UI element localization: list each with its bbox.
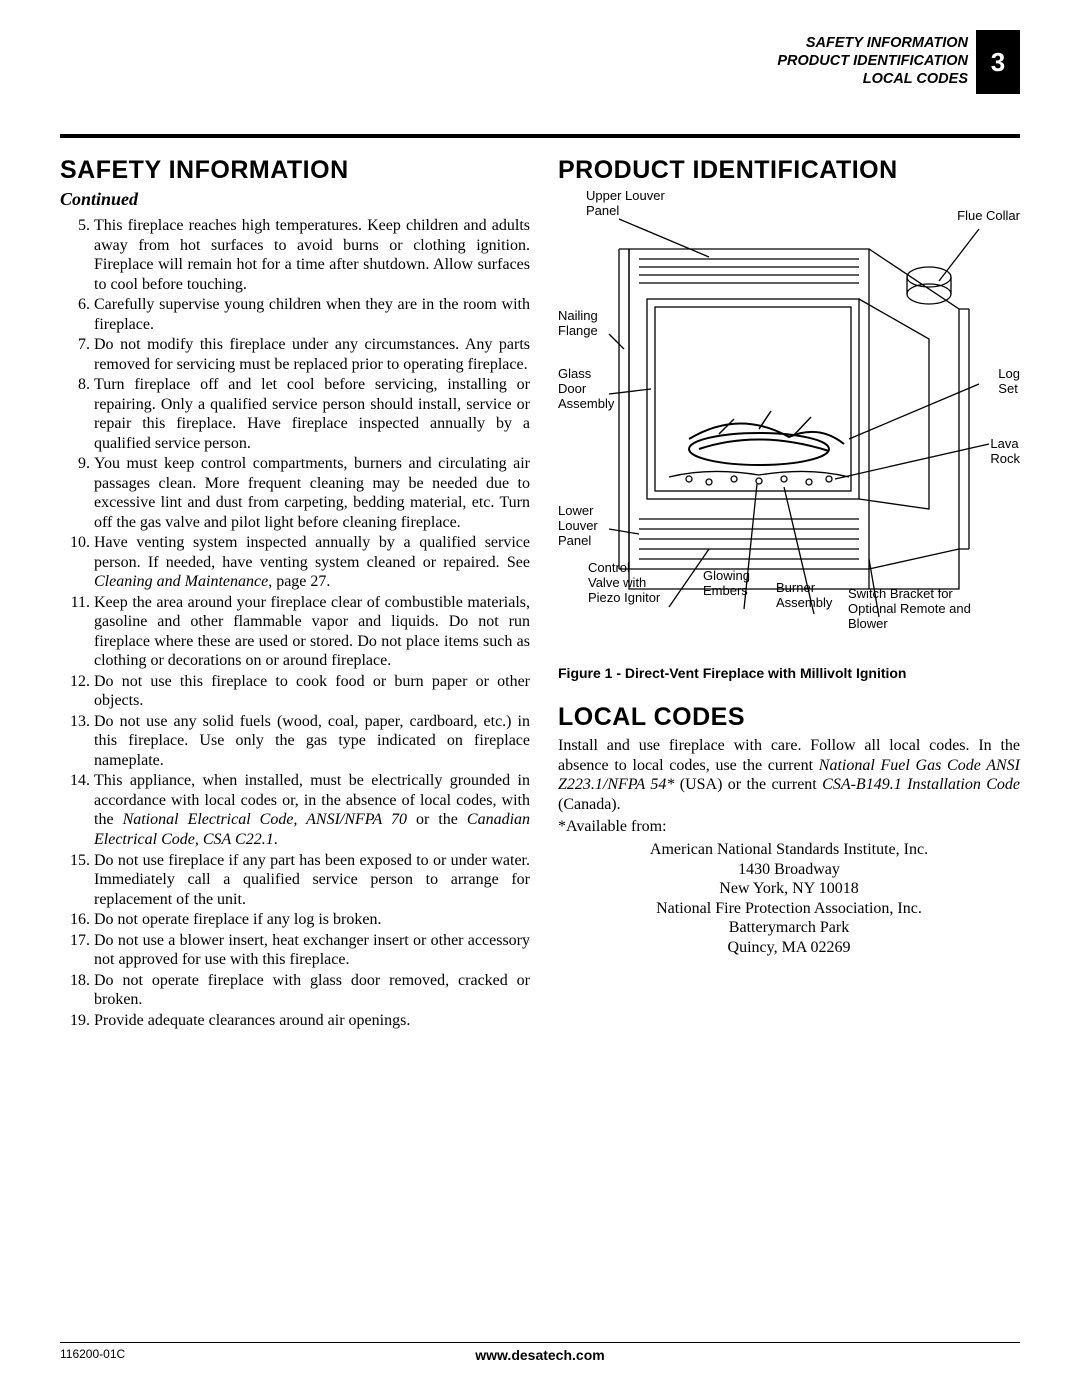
address-line: National Fire Protection Association, In… (558, 899, 1020, 919)
safety-item: Do not use a blower insert, heat exchang… (60, 931, 530, 970)
safety-item: Carefully supervise young children when … (60, 295, 530, 334)
safety-item: Do not use any solid fuels (wood, coal, … (60, 712, 530, 771)
product-id-heading: PRODUCT IDENTIFICATION (558, 156, 1020, 185)
address-block: American National Standards Institute, I… (558, 840, 1020, 957)
label-glowing-embers: Glowing Embers (703, 569, 750, 599)
text: Have venting system inspected annually b… (94, 534, 530, 571)
doc-number: 116200-01C (60, 1347, 125, 1361)
figure-caption: Figure 1 - Direct-Vent Fireplace with Mi… (558, 665, 1020, 681)
text-italic: Cleaning and Maintenance (94, 573, 268, 590)
address-line: Batterymarch Park (558, 918, 1020, 938)
text-italic: National Electrical Code, ANSI/NFPA 70 (123, 811, 407, 828)
right-column: PRODUCT IDENTIFICATION (558, 156, 1020, 1031)
address-line: American National Standards Institute, I… (558, 840, 1020, 860)
available-from: *Available from: (558, 818, 1020, 836)
safety-item: Keep the area around your fireplace clea… (60, 593, 530, 671)
local-codes-body: Install and use fireplace with care. Fol… (558, 736, 1020, 814)
text: or the (407, 811, 467, 828)
address-line: 1430 Broadway (558, 860, 1020, 880)
left-column: SAFETY INFORMATION Continued This firepl… (60, 156, 530, 1031)
safety-list: This fireplace reaches high temperatures… (60, 216, 530, 1030)
address-line: Quincy, MA 02269 (558, 938, 1020, 958)
label-log-set: Log Set (998, 367, 1020, 397)
local-codes-heading: LOCAL CODES (558, 703, 1020, 732)
text: . (274, 831, 278, 848)
text-italic: CSA-B149.1 Installation Code (822, 776, 1020, 793)
safety-item: Do not modify this fireplace under any c… (60, 335, 530, 374)
text: (Canada). (558, 796, 621, 813)
safety-item: Do not operate fireplace with glass door… (60, 971, 530, 1010)
safety-item: This appliance, when installed, must be … (60, 771, 530, 849)
safety-item: Do not use this fireplace to cook food o… (60, 672, 530, 711)
safety-item: Have venting system inspected annually b… (60, 533, 530, 592)
header-section-labels: SAFETY INFORMATION PRODUCT IDENTIFICATIO… (777, 30, 976, 88)
safety-item: Turn fireplace off and let cool before s… (60, 375, 530, 453)
label-lower-louver: Lower Louver Panel (558, 504, 598, 549)
page-footer: 116200-01C www.desatech.com (60, 1342, 1020, 1363)
label-burner: Burner Assembly (776, 581, 832, 611)
label-flue-collar: Flue Collar (957, 209, 1020, 224)
safety-item: Do not use fireplace if any part has bee… (60, 851, 530, 910)
safety-heading: SAFETY INFORMATION (60, 156, 530, 185)
label-switch-bracket: Switch Bracket for Optional Remote and B… (848, 587, 971, 632)
label-lava-rock: Lava Rock (990, 437, 1020, 467)
text: (USA) or the current (674, 776, 822, 793)
safety-item: Do not operate fireplace if any log is b… (60, 910, 530, 930)
content-columns: SAFETY INFORMATION Continued This firepl… (60, 156, 1020, 1031)
safety-item: This fireplace reaches high temperatures… (60, 216, 530, 294)
header-line: SAFETY INFORMATION (777, 34, 968, 52)
fireplace-diagram: Upper Louver Panel Flue Collar Nailing F… (558, 189, 1020, 659)
label-glass-door: Glass Door Assembly (558, 367, 614, 412)
header-line: LOCAL CODES (777, 70, 968, 88)
safety-item: Provide adequate clearances around air o… (60, 1011, 530, 1031)
horizontal-rule (60, 134, 1020, 138)
label-upper-louver: Upper Louver Panel (586, 189, 665, 219)
safety-item: You must keep control compartments, burn… (60, 454, 530, 532)
footer-url: www.desatech.com (475, 1347, 604, 1363)
label-nailing-flange: Nailing Flange (558, 309, 598, 339)
label-control-valve: Control Valve with Piezo Ignitor (588, 561, 660, 606)
address-line: New York, NY 10018 (558, 879, 1020, 899)
page-number-badge: 3 (976, 30, 1020, 94)
continued-label: Continued (60, 189, 530, 210)
text: , page 27. (268, 573, 330, 590)
page-header: SAFETY INFORMATION PRODUCT IDENTIFICATIO… (60, 30, 1020, 94)
header-line: PRODUCT IDENTIFICATION (777, 52, 968, 70)
